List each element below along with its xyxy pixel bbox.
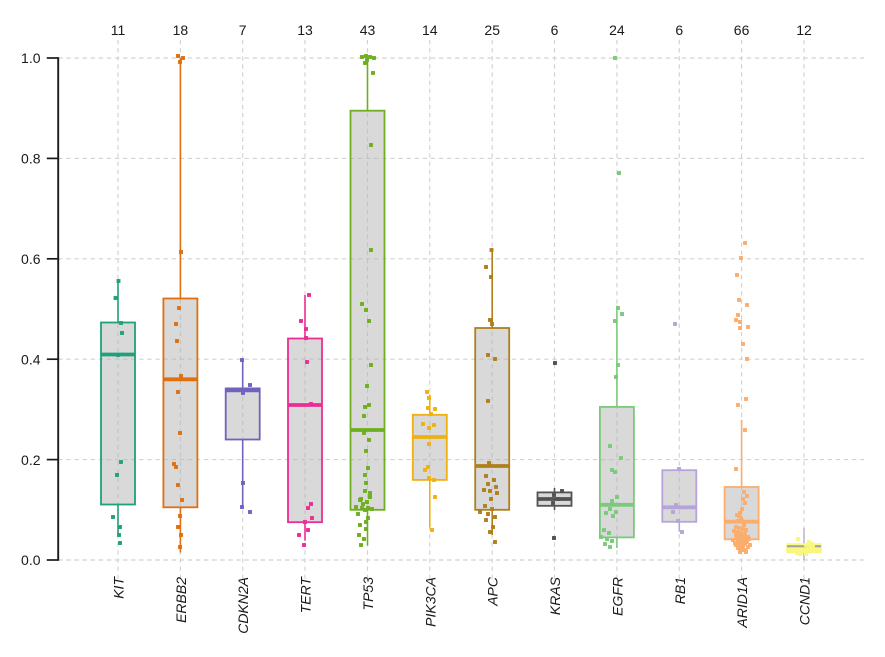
svg-text:TP53: TP53 bbox=[360, 577, 376, 611]
svg-text:0.8: 0.8 bbox=[21, 151, 41, 167]
svg-text:18: 18 bbox=[173, 22, 189, 38]
svg-text:24: 24 bbox=[609, 22, 625, 38]
svg-text:KIT: KIT bbox=[111, 576, 127, 599]
svg-text:ERBB2: ERBB2 bbox=[173, 577, 189, 623]
svg-text:13: 13 bbox=[297, 22, 313, 38]
svg-text:43: 43 bbox=[360, 22, 376, 38]
svg-text:CCND1: CCND1 bbox=[797, 577, 813, 625]
svg-text:6: 6 bbox=[675, 22, 683, 38]
svg-text:25: 25 bbox=[484, 22, 500, 38]
svg-text:CDKN2A: CDKN2A bbox=[235, 577, 251, 634]
svg-text:6: 6 bbox=[551, 22, 559, 38]
svg-text:EGFR: EGFR bbox=[609, 577, 625, 616]
svg-text:0.0: 0.0 bbox=[21, 552, 41, 568]
svg-text:TERT: TERT bbox=[298, 576, 314, 614]
svg-text:RB1: RB1 bbox=[672, 577, 688, 604]
svg-text:14: 14 bbox=[422, 22, 438, 38]
svg-text:0.6: 0.6 bbox=[21, 251, 41, 267]
svg-text:0.4: 0.4 bbox=[21, 351, 41, 367]
svg-text:PIK3CA: PIK3CA bbox=[422, 577, 438, 627]
svg-text:11: 11 bbox=[111, 22, 126, 38]
svg-text:KRAS: KRAS bbox=[547, 576, 563, 615]
svg-text:12: 12 bbox=[796, 22, 812, 38]
svg-text:APC: APC bbox=[485, 576, 501, 607]
svg-text:0.2: 0.2 bbox=[21, 452, 41, 468]
svg-text:1.0: 1.0 bbox=[21, 50, 41, 66]
svg-text:7: 7 bbox=[239, 22, 247, 38]
svg-text:66: 66 bbox=[734, 22, 750, 38]
svg-text:ARID1A: ARID1A bbox=[734, 577, 750, 629]
